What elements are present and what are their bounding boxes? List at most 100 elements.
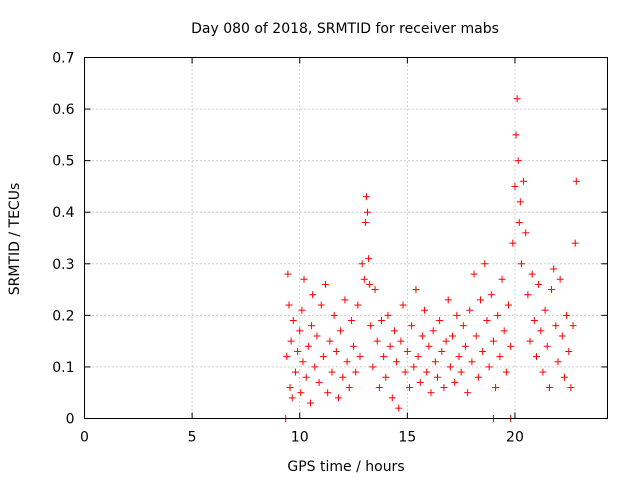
data-point bbox=[322, 280, 330, 288]
y-tick-label: 0.6 bbox=[52, 102, 74, 118]
data-point bbox=[545, 384, 553, 392]
data-point bbox=[364, 208, 372, 216]
data-point bbox=[334, 394, 342, 402]
data-point bbox=[479, 347, 487, 355]
data-point bbox=[470, 270, 478, 278]
data-point bbox=[386, 342, 394, 350]
data-point bbox=[567, 384, 575, 392]
data-point bbox=[352, 368, 360, 376]
x-tick-label: 15 bbox=[398, 430, 416, 446]
data-point bbox=[367, 322, 375, 330]
data-point bbox=[466, 306, 474, 314]
data-point bbox=[477, 296, 485, 304]
data-point bbox=[371, 286, 379, 294]
data-point bbox=[513, 95, 521, 103]
data-point bbox=[373, 337, 381, 345]
data-point bbox=[361, 219, 369, 227]
data-point bbox=[337, 327, 345, 335]
data-point bbox=[572, 177, 580, 185]
data-point bbox=[492, 384, 500, 392]
y-tick-label: 0.4 bbox=[52, 205, 74, 221]
data-point bbox=[299, 358, 307, 366]
data-point bbox=[360, 275, 368, 283]
data-point bbox=[294, 347, 302, 355]
data-point bbox=[302, 373, 310, 381]
data-point bbox=[512, 131, 520, 139]
data-point bbox=[537, 327, 545, 335]
y-tick-label: 0.2 bbox=[52, 308, 74, 324]
plot-frame bbox=[84, 57, 608, 419]
data-point bbox=[446, 363, 454, 371]
data-point bbox=[421, 306, 429, 314]
data-point bbox=[319, 353, 327, 361]
data-point bbox=[423, 368, 431, 376]
data-points bbox=[282, 95, 580, 422]
data-point bbox=[287, 337, 295, 345]
data-point bbox=[498, 275, 506, 283]
x-tick-label: 20 bbox=[506, 430, 524, 446]
data-point bbox=[431, 358, 439, 366]
data-point bbox=[395, 404, 403, 412]
data-point bbox=[285, 301, 293, 309]
x-tick-label: 5 bbox=[188, 430, 197, 446]
y-tick-label: 0.1 bbox=[52, 360, 74, 376]
data-point bbox=[284, 270, 292, 278]
data-point bbox=[291, 368, 299, 376]
data-point bbox=[457, 368, 465, 376]
data-point bbox=[442, 337, 450, 345]
data-point bbox=[455, 353, 463, 361]
data-point bbox=[308, 322, 316, 330]
data-point bbox=[565, 347, 573, 355]
data-point bbox=[288, 394, 296, 402]
data-point bbox=[358, 260, 366, 268]
data-point bbox=[550, 265, 558, 273]
data-point bbox=[399, 301, 407, 309]
data-point bbox=[504, 301, 512, 309]
data-point bbox=[569, 322, 577, 330]
data-point bbox=[332, 347, 340, 355]
data-point bbox=[393, 358, 401, 366]
data-point bbox=[539, 368, 547, 376]
data-point bbox=[444, 296, 452, 304]
data-point bbox=[403, 347, 411, 355]
data-point bbox=[380, 353, 388, 361]
data-point bbox=[341, 296, 349, 304]
data-point bbox=[532, 353, 540, 361]
data-point bbox=[472, 332, 480, 340]
data-point bbox=[354, 301, 362, 309]
data-point bbox=[560, 373, 568, 381]
data-point bbox=[535, 280, 543, 288]
data-point bbox=[461, 342, 469, 350]
data-point bbox=[324, 389, 332, 397]
data-point bbox=[489, 337, 497, 345]
data-point bbox=[524, 291, 532, 299]
data-point bbox=[558, 332, 566, 340]
data-point bbox=[464, 389, 472, 397]
data-point bbox=[436, 317, 444, 325]
data-point bbox=[515, 219, 523, 227]
data-point bbox=[449, 332, 457, 340]
data-point bbox=[306, 399, 314, 407]
data-point bbox=[350, 342, 358, 350]
data-point bbox=[304, 342, 312, 350]
data-point bbox=[514, 157, 522, 165]
x-tick-label: 0 bbox=[80, 430, 89, 446]
data-point bbox=[494, 311, 502, 319]
data-point bbox=[507, 342, 515, 350]
data-point bbox=[375, 384, 383, 392]
y-tick-label: 0.5 bbox=[52, 154, 74, 170]
data-point bbox=[283, 353, 291, 361]
data-point bbox=[384, 311, 392, 319]
data-point bbox=[289, 317, 297, 325]
data-point bbox=[296, 327, 304, 335]
data-point bbox=[362, 193, 370, 201]
chart-title: Day 080 of 2018, SRMTID for receiver mab… bbox=[191, 21, 499, 37]
y-axis-label: SRMTID / TECUs bbox=[7, 183, 23, 296]
data-point bbox=[500, 327, 508, 335]
data-point bbox=[485, 363, 493, 371]
data-point bbox=[300, 275, 308, 283]
data-point bbox=[397, 337, 405, 345]
y-tick-label: 0.3 bbox=[52, 257, 74, 273]
data-point bbox=[330, 311, 338, 319]
